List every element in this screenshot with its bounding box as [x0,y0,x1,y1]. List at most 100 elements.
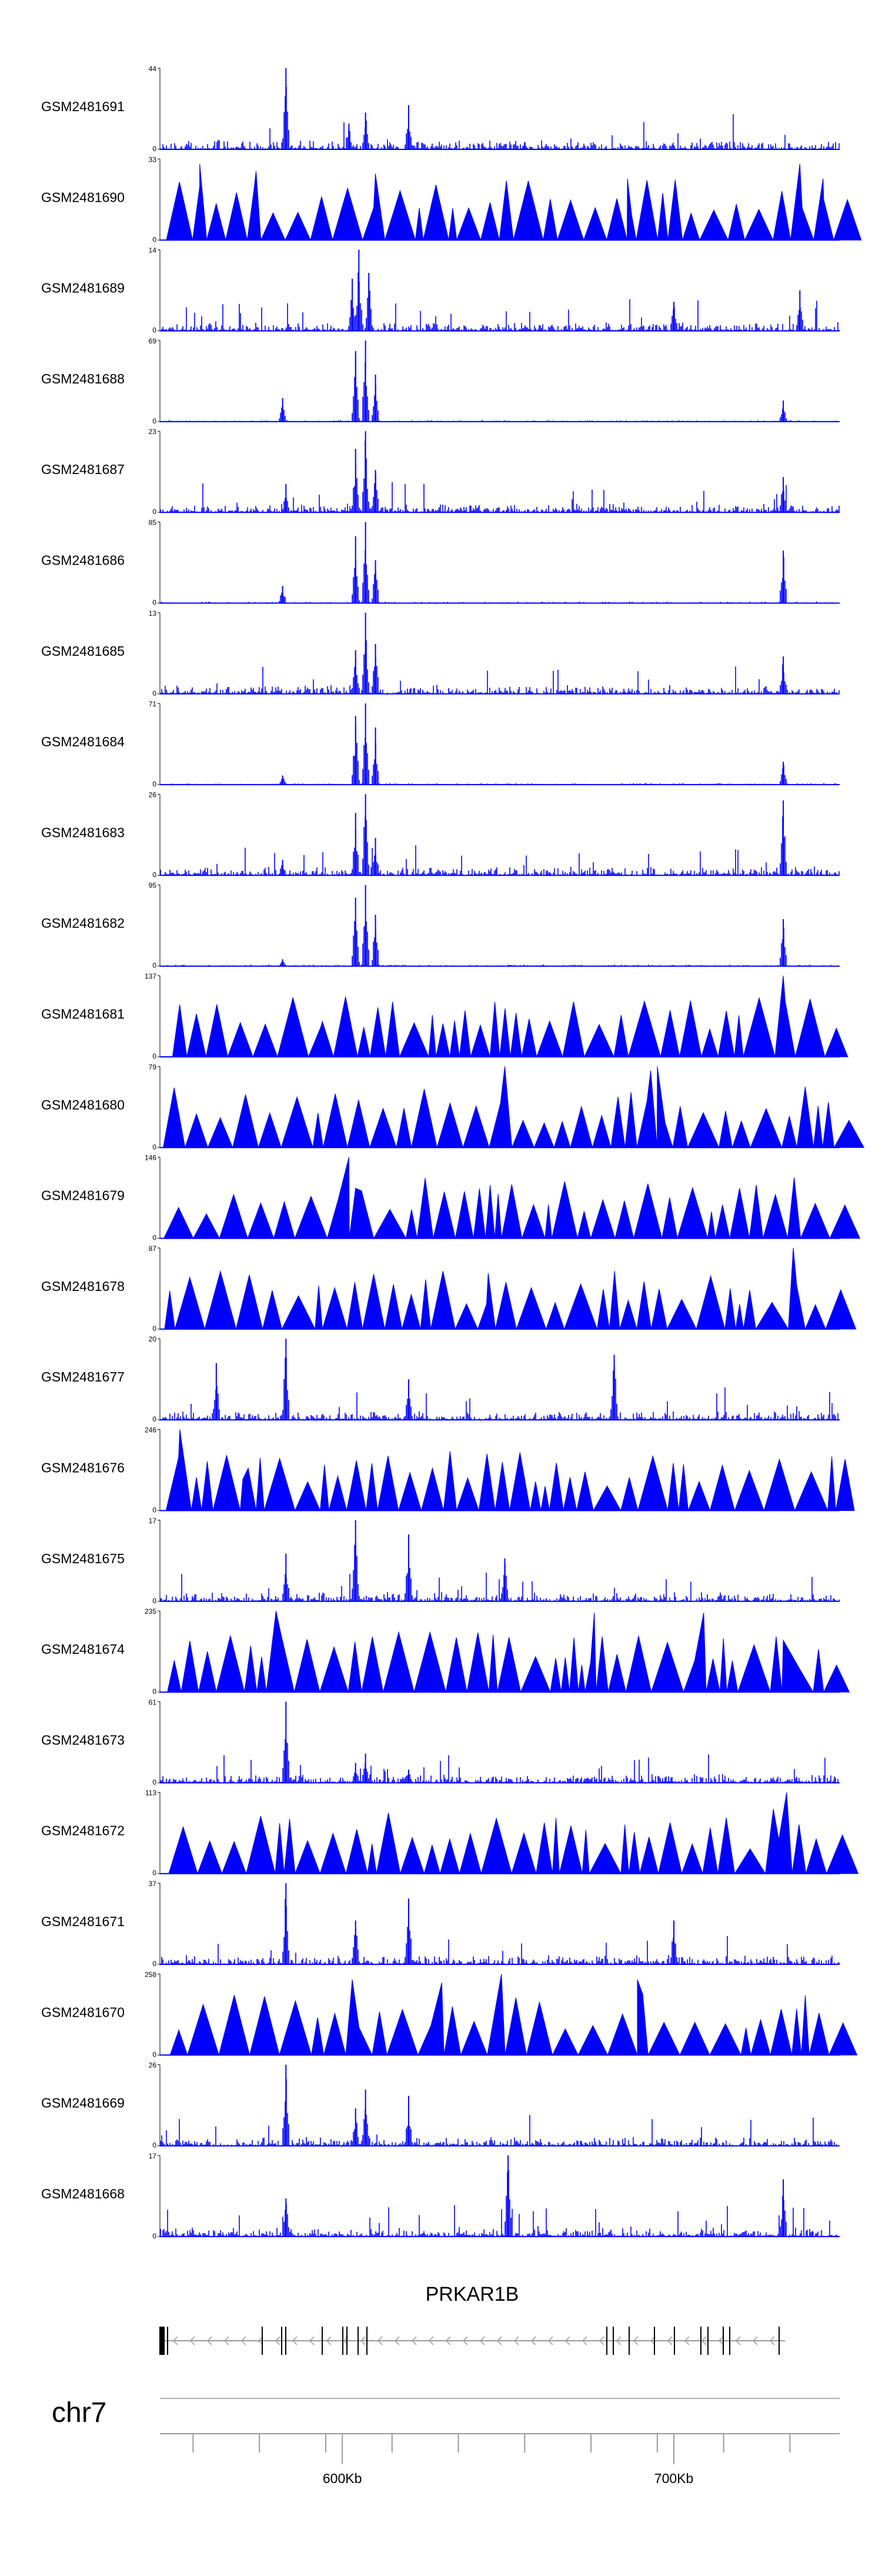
y-max-label: 37 [149,1880,157,1888]
coverage-tracks: GSM2481691440GSM2481690330GSM2481689140G… [41,65,865,2240]
coverage-bars [160,726,840,785]
track-GSM2481673: GSM2481673 61 0 [41,1698,840,1786]
strand-arrow [326,2336,332,2345]
track-label: GSM2481670 [41,2004,125,2020]
coverage-area [165,1429,855,1512]
strand-arrow [547,2336,553,2345]
gene-name-label: PRKAR1B [426,2283,519,2305]
y-max-label: 71 [149,700,157,708]
coverage-bars [160,1739,840,1783]
y-min-label: 0 [152,417,156,425]
strand-arrow [360,2336,366,2345]
strand-arrow [428,2336,434,2345]
y-max-label: 137 [145,972,156,980]
coverage-bars [160,640,840,694]
y-max-label: 13 [149,609,157,618]
coverage-bars [160,816,840,876]
coverage-area [167,1610,850,1694]
track-GSM2481685: GSM2481685 13 0 [41,609,840,698]
track-label: GSM2481690 [41,189,125,205]
track-label: GSM2481686 [41,553,125,568]
y-min-label: 0 [152,1687,156,1696]
y-max-label: 235 [145,1607,156,1616]
y-min-label: 0 [152,145,156,153]
strand-arrow [206,2336,212,2345]
strand-arrow [309,2336,315,2345]
strand-arrow [650,2336,656,2345]
track-GSM2481691: GSM2481691 44 0 [41,65,840,153]
track-GSM2481690: GSM2481690 33 0 [41,155,862,243]
chromosome-ideogram: chr7 [52,2397,840,2428]
track-GSM2481680: GSM2481680 79 0 [41,1063,865,1151]
track-label: GSM2481669 [41,2095,125,2111]
y-max-label: 14 [149,246,157,255]
track-label: GSM2481672 [41,1823,125,1838]
track-label: GSM2481673 [41,1732,125,1747]
y-max-label: 61 [149,1698,157,1706]
track-GSM2481678: GSM2481678 87 0 [41,1244,857,1333]
track-GSM2481671: GSM2481671 37 0 [41,1880,840,1968]
y-min-label: 0 [152,870,156,879]
y-max-label: 258 [145,1970,156,1978]
axis-labels: 600Kb 700Kb [323,2434,693,2486]
track-label: GSM2481689 [41,281,125,296]
y-min-label: 0 [152,2141,156,2150]
strand-arrow [377,2336,383,2345]
track-GSM2481675: GSM2481675 17 0 [41,1517,840,1605]
coverage-bars [160,272,840,331]
track-label: GSM2481668 [41,2186,125,2201]
y-min-label: 0 [152,1506,156,1514]
coverage-bars [160,550,840,603]
gene-strand-arrows [172,2336,775,2345]
y-min-label: 0 [152,1234,156,1242]
coverage-bars [160,1898,840,1964]
coverage-bars [160,2170,840,2237]
track-label: GSM2481687 [41,462,125,477]
strand-arrow [633,2336,639,2345]
strand-arrow [701,2336,707,2345]
strand-arrow [275,2336,280,2345]
strand-arrow [582,2336,587,2345]
track-label: GSM2481674 [41,1641,125,1657]
strand-arrow [240,2336,246,2345]
track-label: GSM2481680 [41,1097,125,1112]
track-GSM2481672: GSM2481672 113 0 [41,1789,859,1877]
track-label: GSM2481684 [41,734,125,749]
strand-arrow [718,2336,724,2345]
strand-arrow [530,2336,536,2345]
strand-arrow [445,2336,451,2345]
gene-track: PRKAR1B [159,2283,785,2355]
track-GSM2481688: GSM2481688 69 0 [41,337,840,425]
track-label: GSM2481676 [41,1460,125,1476]
strand-arrow [735,2336,741,2345]
y-min-label: 0 [152,1052,156,1060]
axis-tick-label: 700Kb [654,2471,694,2486]
strand-arrow [172,2336,178,2345]
y-max-label: 246 [145,1426,156,1434]
coverage-bars [160,2079,840,2146]
track-GSM2481668: GSM2481668 17 0 [41,2152,840,2240]
strand-arrow [667,2336,673,2345]
track-label: GSM2481685 [41,643,125,659]
track-GSM2481670: GSM2481670 258 0 [41,1970,858,2058]
strand-arrow [479,2336,485,2345]
y-min-label: 0 [152,508,156,516]
strand-arrow [769,2336,775,2345]
track-label: GSM2481683 [41,825,125,840]
track-GSM2481674: GSM2481674 235 0 [41,1607,850,1696]
y-max-label: 17 [149,2152,157,2160]
y-min-label: 0 [152,599,156,607]
y-max-label: 146 [145,1154,156,1162]
y-max-label: 95 [149,882,157,890]
y-min-label: 0 [152,1143,156,1151]
y-min-label: 0 [152,326,156,335]
gene-exons [159,2327,780,2355]
y-min-label: 0 [152,1778,156,1786]
strand-arrow [411,2336,417,2345]
y-max-label: 113 [145,1789,156,1797]
track-label: GSM2481681 [41,1006,125,1022]
coverage-bars [160,1357,840,1420]
y-max-label: 26 [149,2061,157,2070]
coverage-area [163,1157,861,1240]
